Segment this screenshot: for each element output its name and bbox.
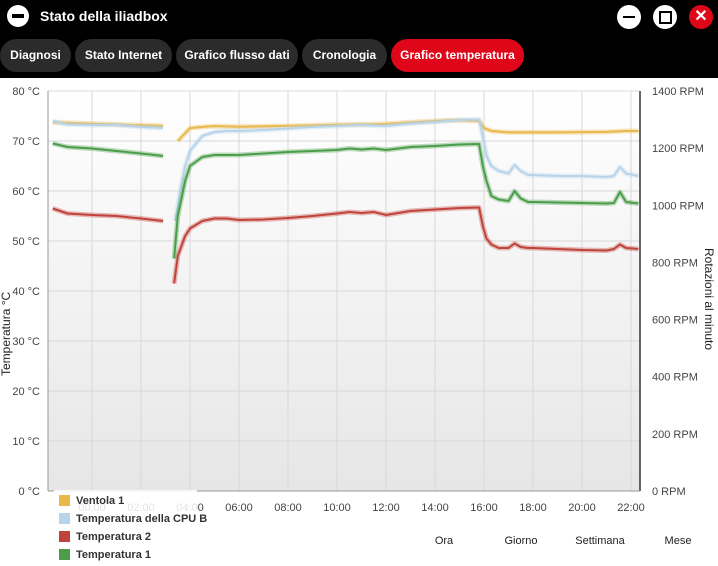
x-tick-label: 12:00: [372, 502, 400, 514]
legend-swatch: [59, 495, 70, 506]
tab-stato-internet[interactable]: Stato Internet: [75, 39, 172, 72]
left-tick-label: 60 °C: [12, 186, 40, 198]
left-axis-title: Temperatura °C: [0, 292, 13, 376]
chart-legend: Ventola 1 Temperatura della CPU B Temper…: [54, 490, 207, 566]
right-tick-label: 1200 RPM: [652, 143, 704, 155]
maximize-button[interactable]: [653, 5, 677, 29]
legend-label: Ventola 1: [76, 495, 125, 507]
range-button-ora[interactable]: Ora: [435, 535, 454, 547]
range-button-mese[interactable]: Mese: [665, 535, 692, 547]
left-tick-label: 30 °C: [12, 336, 40, 348]
x-tick-label: 10:00: [323, 502, 351, 514]
window-title: Stato della iliadbox: [40, 8, 168, 24]
range-selector: Ora Giorno Settimana Mese: [435, 535, 692, 547]
left-tick-label: 40 °C: [12, 286, 40, 298]
right-tick-label: 800 RPM: [652, 257, 698, 269]
chart-canvas: 80 °C 70 °C 60 °C 50 °C 40 °C 30 °C 20 °C 10 °C…: [0, 86, 716, 547]
right-tick-label: 1400 RPM: [652, 86, 704, 98]
right-tick-label: 0 RPM: [652, 486, 686, 498]
legend-label: Temperatura 1: [76, 549, 151, 561]
legend-label: Temperatura della CPU B: [76, 513, 208, 525]
legend-label: Temperatura 2: [76, 531, 151, 543]
series-lines: [51, 117, 639, 284]
left-tick-label: 10 °C: [12, 436, 40, 448]
series-line-3: [52, 142, 164, 157]
tab-diagnosi[interactable]: Diagnosi: [0, 39, 71, 72]
left-tick-label: 50 °C: [12, 236, 40, 248]
x-tick-label: 08:00: [274, 502, 302, 514]
right-tick-label: 600 RPM: [652, 315, 698, 327]
range-button-settimana[interactable]: Settimana: [575, 535, 625, 547]
app-logo-icon: [7, 5, 29, 27]
tab-bar: Diagnosi Stato Internet Grafico flusso d…: [0, 36, 718, 78]
x-tick-label: 20:00: [568, 502, 596, 514]
legend-swatch: [59, 513, 70, 524]
right-axis-title: Rotazioni al minuto: [702, 248, 716, 350]
x-tick-label: 18:00: [519, 502, 547, 514]
left-tick-label: 0 °C: [18, 486, 40, 498]
range-button-giorno[interactable]: Giorno: [504, 535, 537, 547]
left-tick-label: 20 °C: [12, 386, 40, 398]
x-tick-label: 16:00: [470, 502, 498, 514]
minimize-button[interactable]: [617, 5, 641, 29]
left-tick-label: 80 °C: [12, 86, 40, 98]
temperature-chart: 80 °C 70 °C 60 °C 50 °C 40 °C 30 °C 20 °C 10 °C…: [0, 78, 718, 566]
right-tick-label: 1000 RPM: [652, 200, 704, 212]
series-line-1: [52, 120, 164, 129]
x-tick-label: 22:00: [617, 502, 645, 514]
tab-grafico-temperatura[interactable]: Grafico temperatura: [391, 39, 524, 72]
tab-grafico-flusso-dati[interactable]: Grafico flusso dati: [176, 39, 298, 72]
title-bar: Stato della iliadbox ✕: [0, 0, 718, 36]
series-line-2: [52, 207, 164, 222]
right-tick-label: 400 RPM: [652, 372, 698, 384]
right-tick-label: 200 RPM: [652, 429, 698, 441]
tab-cronologia[interactable]: Cronologia: [302, 39, 387, 72]
legend-swatch: [59, 531, 70, 542]
x-tick-label: 06:00: [225, 502, 253, 514]
left-tick-label: 70 °C: [12, 136, 40, 148]
series-line-1: [174, 118, 639, 222]
series-line-3: [173, 143, 639, 259]
series-line-2: [173, 206, 639, 284]
close-button[interactable]: ✕: [689, 5, 713, 29]
x-tick-label: 14:00: [421, 502, 449, 514]
